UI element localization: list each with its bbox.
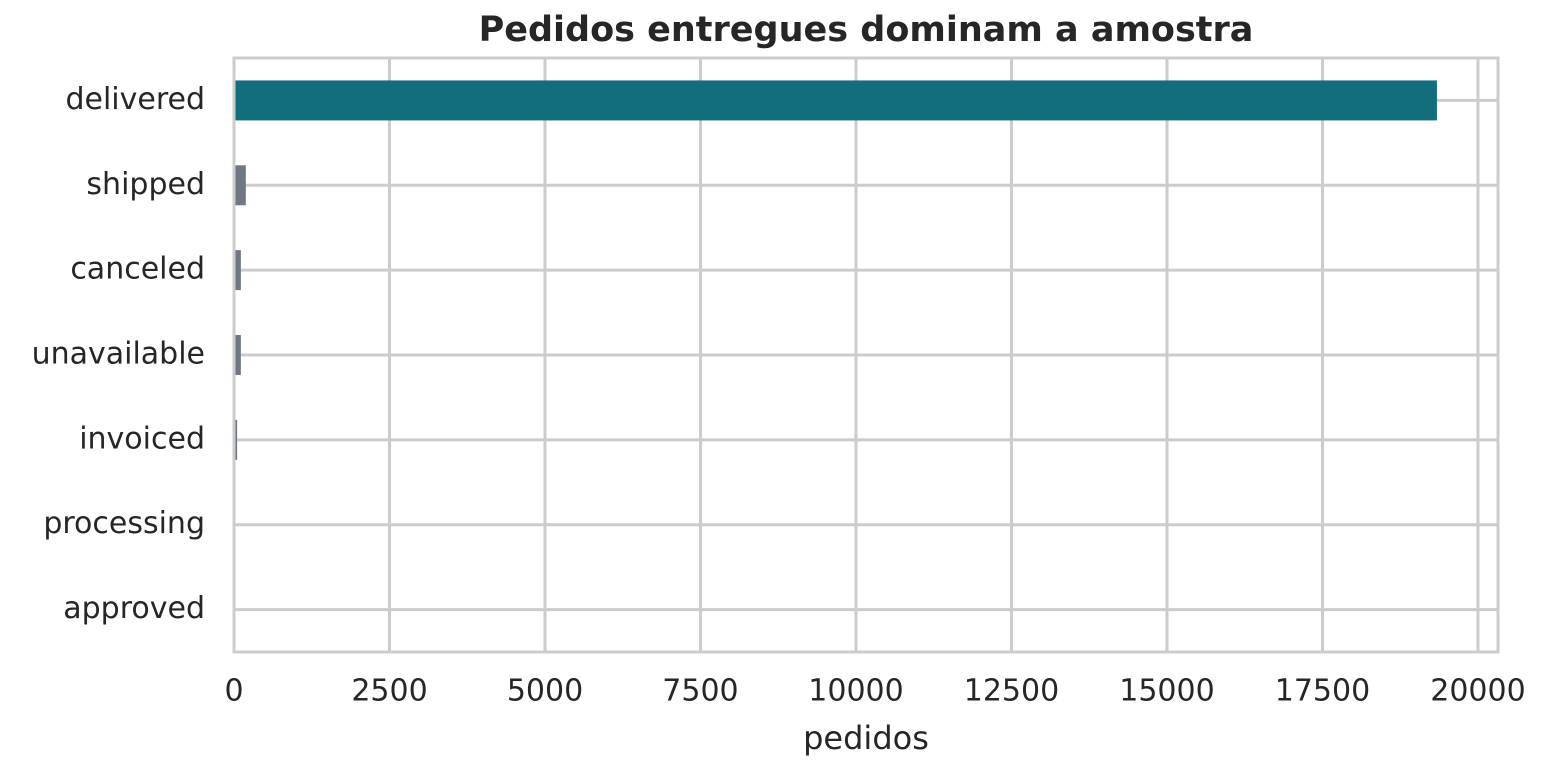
x-tick-label: 15000 [1119, 674, 1214, 709]
bar [234, 80, 1437, 121]
x-tick-label: 0 [224, 674, 243, 709]
plot-frame [232, 56, 1500, 654]
x-tick-label: 20000 [1430, 674, 1525, 709]
x-tick-label: 17500 [1275, 674, 1370, 709]
x-tick-label: 2500 [351, 674, 427, 709]
y-tick-label: shipped [86, 167, 205, 202]
y-tick-label: unavailable [32, 337, 205, 372]
bar [234, 335, 241, 375]
y-tick-label: delivered [65, 82, 205, 117]
chart-title: Pedidos entregues dominam a amostra [479, 10, 1254, 50]
bar [234, 165, 246, 206]
x-tick-label: 10000 [808, 674, 903, 709]
y-tick-label: processing [43, 506, 205, 541]
x-axis-label: pedidos [803, 719, 929, 757]
x-tick-label: 12500 [964, 674, 1059, 709]
bar [234, 419, 238, 460]
bar [234, 250, 241, 291]
y-tick-label: invoiced [79, 421, 205, 456]
x-tick-label: 5000 [507, 674, 583, 709]
y-tick-label: approved [63, 591, 205, 626]
x-tick-label: 7500 [662, 674, 738, 709]
y-tick-label: canceled [70, 252, 205, 287]
